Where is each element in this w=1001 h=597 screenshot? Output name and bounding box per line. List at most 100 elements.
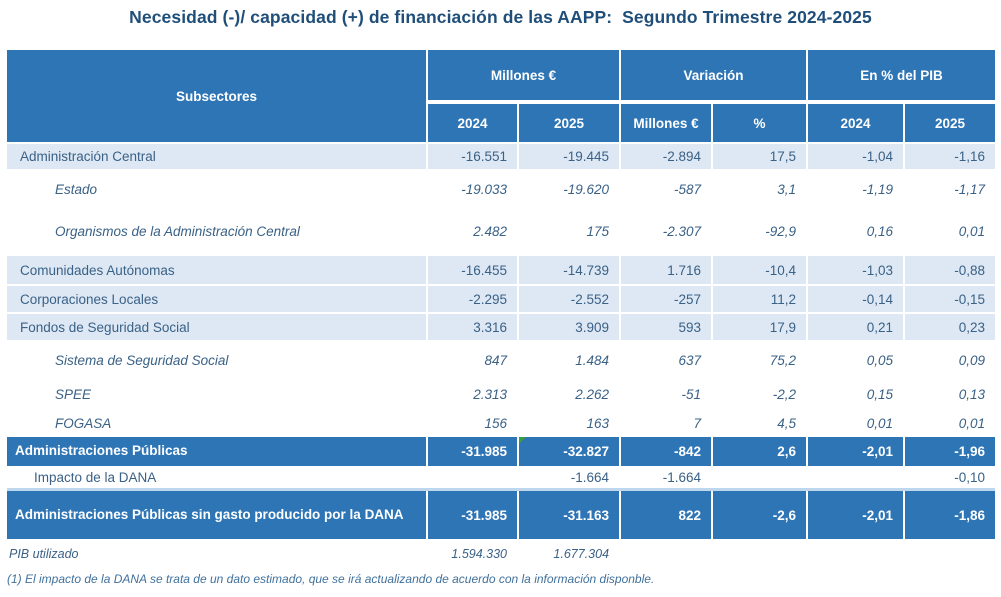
cell: -2.307: [619, 207, 712, 256]
cell: 0,23: [903, 314, 996, 342]
cell: -1,04: [806, 144, 904, 171]
cell: 847: [426, 342, 517, 379]
cell: 75,2: [711, 342, 807, 379]
cell: -842: [619, 437, 712, 466]
col-header-variacion-pct: %: [711, 102, 807, 144]
row-label: Administración Central: [7, 144, 426, 171]
cell: -16.455: [426, 256, 517, 286]
table-row: PIB utilizado 1.594.330 1.677.304: [7, 539, 996, 569]
cell: -0,14: [806, 286, 904, 314]
table-row: Fondos de Seguridad Social 3.316 3.909 593 1…: [7, 314, 996, 342]
cell: -2,2: [711, 379, 807, 409]
table-row: SPEE 2.313 2.262 -51 -2,2 0,15 0,13: [7, 379, 996, 409]
cell: -92,9: [711, 207, 807, 256]
cell: 0,16: [806, 207, 904, 256]
table-row: Administraciones Públicas -31.985 -32.827-…: [7, 437, 996, 466]
cell: [806, 466, 904, 491]
cell: -51: [619, 379, 712, 409]
cell: 3,1: [711, 171, 807, 207]
cell: 7: [619, 409, 712, 437]
cell: -1,03: [806, 256, 904, 286]
table-row: Estado -19.033 -19.620 -587 3,1 -1,19 -1,17: [7, 171, 996, 207]
cell: 0,01: [806, 409, 904, 437]
col-header-pib-2024: 2024: [806, 102, 904, 144]
col-header-millones-2024: 2024: [426, 102, 517, 144]
cell: 11,2: [711, 286, 807, 314]
col-group-variacion: Variación: [619, 50, 807, 102]
table-body: Administración Central -16.551 -19.445 -2.8…: [7, 144, 996, 569]
col-group-pib: En % del PIB: [806, 50, 996, 102]
cell: 637: [619, 342, 712, 379]
cell: -2.295: [426, 286, 517, 314]
col-header-pib-2025: 2025: [903, 102, 996, 144]
cell: -1,17: [903, 171, 996, 207]
row-label: Estado: [7, 171, 426, 207]
row-label: Impacto de la DANA: [7, 466, 426, 491]
cell: 0,13: [903, 379, 996, 409]
cell: -587: [619, 171, 712, 207]
cell: -1,86: [903, 491, 996, 539]
cell: 1.677.304: [517, 539, 620, 569]
cell: 822: [619, 491, 712, 539]
cell: -1.664: [517, 466, 620, 491]
cell: -16.551: [426, 144, 517, 171]
cell: 17,5: [711, 144, 807, 171]
cell: 4,5: [711, 409, 807, 437]
col-header-millones-2025: 2025: [517, 102, 620, 144]
footnote: (1) El impacto de la DANA se trata de un…: [7, 572, 655, 586]
cell: 593: [619, 314, 712, 342]
row-label: Sistema de Seguridad Social: [7, 342, 426, 379]
cell: -2.552: [517, 286, 620, 314]
cell: [711, 539, 807, 569]
row-label: SPEE: [7, 379, 426, 409]
cell: 175: [517, 207, 620, 256]
col-header-variacion-millones: Millones €: [619, 102, 712, 144]
row-label: PIB utilizado: [7, 539, 426, 569]
financing-table: Subsectores Millones € Variación En % de…: [7, 50, 996, 569]
cell: -31.163: [517, 491, 620, 539]
table-row: Administración Central -16.551 -19.445 -2.8…: [7, 144, 996, 171]
cell: 1.484: [517, 342, 620, 379]
row-label: Organismos de la Administración Central: [7, 207, 426, 256]
cell: 0,01: [903, 409, 996, 437]
cell: [619, 539, 712, 569]
cell: [806, 539, 904, 569]
cell: -1,19: [806, 171, 904, 207]
row-label: FOGASA: [7, 409, 426, 437]
cell: -0,15: [903, 286, 996, 314]
cell: 0,09: [903, 342, 996, 379]
table-row: Organismos de la Administración Central 2…: [7, 207, 996, 256]
row-label: Fondos de Seguridad Social: [7, 314, 426, 342]
col-header-subsectores: Subsectores: [7, 50, 426, 144]
cell: -1,16: [903, 144, 996, 171]
cell: -2,01: [806, 437, 904, 466]
table-row: Comunidades Autónomas -16.455 -14.739 1.716…: [7, 256, 996, 286]
cell: -14.739: [517, 256, 620, 286]
cell: 163: [517, 409, 620, 437]
cell: -0,88: [903, 256, 996, 286]
row-label: Comunidades Autónomas: [7, 256, 426, 286]
cell-with-flag-icon: -32.827: [517, 437, 620, 466]
cell: 0,15: [806, 379, 904, 409]
table-row: Corporaciones Locales -2.295 -2.552 -257 11,…: [7, 286, 996, 314]
cell: 156: [426, 409, 517, 437]
cell: 0,01: [903, 207, 996, 256]
cell: 0,21: [806, 314, 904, 342]
cell: [426, 466, 517, 491]
cell: -19.620: [517, 171, 620, 207]
row-label: Administraciones Públicas: [7, 437, 426, 466]
cell: -19.445: [517, 144, 620, 171]
col-group-millones: Millones €: [426, 50, 620, 102]
cell: -257: [619, 286, 712, 314]
table-row: FOGASA 156 163 7 4,5 0,01 0,01: [7, 409, 996, 437]
cell: 17,9: [711, 314, 807, 342]
table-row: Impacto de la DANA -1.664 -1.664 -0,10: [7, 466, 996, 491]
cell: 3.909: [517, 314, 620, 342]
row-label: Administraciones Públicas sin gasto prod…: [7, 491, 426, 539]
cell: 0,05: [806, 342, 904, 379]
cell: 1.594.330: [426, 539, 517, 569]
cell: -0,10: [903, 466, 996, 491]
cell: 2.313: [426, 379, 517, 409]
row-label: Corporaciones Locales: [7, 286, 426, 314]
